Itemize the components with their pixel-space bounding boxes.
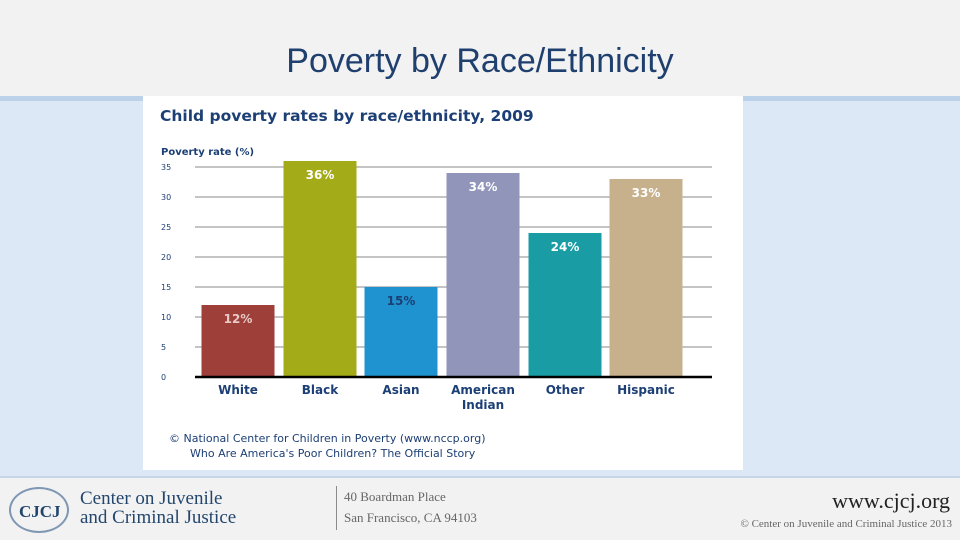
x-category-label: Other (546, 383, 585, 397)
slide-title-bar: Poverty by Race/Ethnicity (0, 0, 960, 96)
bar-value-label: 36% (306, 168, 335, 182)
y-axis-label: Poverty rate (%) (161, 147, 254, 158)
poverty-bar-chart: Child poverty rates by race/ethnicity, 2… (160, 107, 712, 460)
bar-other (528, 233, 602, 377)
y-tick-label: 25 (161, 223, 171, 232)
source-line-1: © National Center for Children in Povert… (169, 432, 486, 445)
cjcj-logo-mark (9, 487, 69, 533)
bar-value-labels: 12% 36% 15% 34% 24% 33% (224, 168, 661, 326)
chart-card: Child poverty rates by race/ethnicity, 2… (143, 96, 743, 470)
bar-value-label: 24% (551, 240, 580, 254)
bar-white (201, 305, 275, 377)
x-category-label: Black (302, 383, 339, 397)
bar-hispanic (609, 179, 683, 377)
website-link[interactable]: www.cjcj.org (832, 488, 950, 513)
cjcj-logo-text: CJCJ (19, 502, 61, 521)
x-category-label: American (451, 383, 515, 397)
bar-black (283, 161, 357, 377)
address-line1: 40 Boardman Place (344, 489, 446, 504)
y-tick-label: 30 (161, 193, 171, 202)
source-line-2: Who Are America's Poor Children? The Off… (190, 447, 476, 460)
x-category-label: Asian (382, 383, 419, 397)
y-tick-label: 35 (161, 163, 171, 172)
org-name-line1: Center on Juvenile (80, 488, 223, 509)
footer-divider (336, 486, 337, 530)
y-tick-labels: 0 5 10 15 20 25 30 35 (161, 163, 171, 382)
org-name-line2: and Criminal Justice (80, 507, 237, 528)
chart-title: Child poverty rates by race/ethnicity, 2… (160, 107, 534, 125)
bar-value-label: 12% (224, 312, 253, 326)
org-name: Center on Juvenile and Criminal Justice (80, 489, 236, 527)
bar-asian (364, 287, 438, 377)
footer (0, 476, 960, 540)
x-category-label: Indian (462, 398, 504, 412)
bar-american-indian (446, 173, 520, 377)
bar-value-label: 15% (387, 294, 416, 308)
x-category-label: White (218, 383, 258, 397)
y-tick-label: 20 (161, 253, 171, 262)
x-category-label: Hispanic (617, 383, 675, 397)
bars (201, 161, 683, 377)
y-tick-label: 10 (161, 313, 171, 322)
y-tick-label: 0 (161, 373, 166, 382)
slide-title: Poverty by Race/Ethnicity (286, 42, 674, 80)
bar-value-label: 34% (469, 180, 498, 194)
copyright-text: © Center on Juvenile and Criminal Justic… (740, 518, 952, 530)
footer-rule (0, 476, 960, 478)
bar-value-label: 33% (632, 186, 661, 200)
y-tick-label: 5 (161, 343, 166, 352)
y-tick-label: 15 (161, 283, 171, 292)
address-line2: San Francisco, CA 94103 (344, 510, 477, 525)
